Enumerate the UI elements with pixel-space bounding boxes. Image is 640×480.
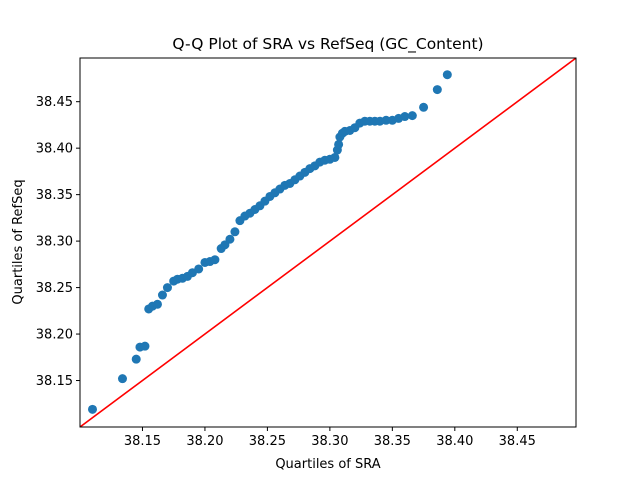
x-tick-label: 38.35 [374,434,411,449]
data-point [87,404,97,414]
chart-title: Q-Q Plot of SRA vs RefSeq (GC_Content) [172,35,483,54]
x-tick-label: 38.15 [124,434,161,449]
y-axis-label: Quartiles of RefSeq [11,179,26,304]
data-point [407,111,417,121]
data-point [194,264,204,274]
x-tick-label: 38.45 [499,434,536,449]
data-point [157,290,167,300]
x-axis-ticks: 38.15 38.20 38.25 38.30 38.35 38.40 38.45 [124,427,536,449]
data-point [432,85,442,95]
data-point [400,112,410,122]
x-axis-label: Quartiles of SRA [275,457,380,472]
data-point [381,115,391,125]
y-tick-label: 38.35 [36,188,73,203]
y-tick-label: 38.15 [36,374,73,389]
data-point [117,374,127,384]
axes-frame [79,57,577,428]
y-axis-ticks: 38.15 38.20 38.25 38.30 38.35 38.40 38.45 [36,95,80,389]
data-point [162,283,172,293]
data-point [442,70,452,80]
data-point [419,102,429,112]
y-tick-label: 38.45 [36,95,73,110]
y-tick-label: 38.25 [36,281,73,296]
data-point [230,227,240,237]
x-tick-label: 38.25 [249,434,286,449]
data-point [225,234,235,244]
y-tick-label: 38.40 [36,142,73,157]
reference-line [80,58,576,427]
data-point [140,341,150,351]
x-tick-label: 38.40 [436,434,473,449]
data-point [330,152,340,162]
x-tick-label: 38.20 [186,434,223,449]
y-tick-label: 38.20 [36,328,73,343]
plot-area [79,57,577,428]
data-point [152,299,162,309]
y-tick-label: 38.30 [36,235,73,250]
data-point [131,354,141,364]
x-tick-label: 38.30 [311,434,348,449]
data-point [210,255,220,265]
data-point [334,139,344,149]
